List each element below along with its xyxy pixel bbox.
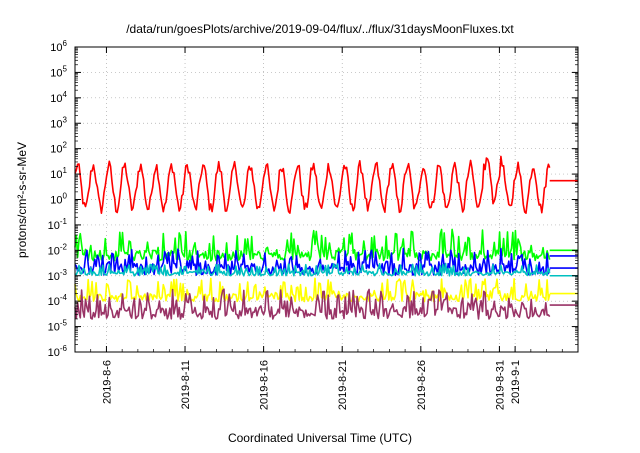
- y-tick-label: 105: [50, 64, 67, 79]
- x-tick-label: 2019-8-16: [259, 360, 271, 410]
- x-tick-label: 2019-8-21: [337, 360, 349, 410]
- series-line-5: [74, 277, 551, 303]
- y-tick-label: 10-4: [48, 293, 68, 308]
- x-tick-label: 2019-8-26: [416, 360, 428, 410]
- y-tick-label: 106: [50, 39, 67, 54]
- x-tick-label: 2019-9-1: [510, 360, 522, 404]
- x-axis-label: Coordinated Universal Time (UTC): [227, 431, 413, 445]
- y-tick-label: 10-5: [48, 319, 68, 334]
- y-tick-label: 10-6: [48, 344, 68, 359]
- y-tick-label: 10-2: [48, 242, 68, 257]
- x-tick-label: 2019-8-31: [494, 360, 506, 410]
- series-line-3: [74, 247, 551, 277]
- x-tick-label: 2019-8-11: [180, 360, 192, 409]
- y-tick-label: 10-1: [48, 217, 68, 232]
- y-tick-label: 102: [50, 141, 67, 156]
- series-line-6: [74, 288, 551, 320]
- series-line-4: [74, 262, 551, 277]
- series-line-1: [74, 155, 551, 214]
- y-tick-label: 100: [50, 192, 67, 207]
- y-axis-label: protons/cm²-s-sr-MeV: [15, 141, 29, 259]
- series-line-2: [74, 228, 551, 262]
- x-tick-label: 2019-8-6: [101, 360, 113, 404]
- y-tick-label: 103: [50, 115, 67, 130]
- y-tick-label: 10-3: [48, 268, 68, 283]
- y-tick-label: 101: [50, 166, 67, 181]
- y-tick-label: 104: [50, 90, 67, 105]
- chart-title: /data/run/goesPlots/archive/2019-09-04/f…: [126, 22, 514, 36]
